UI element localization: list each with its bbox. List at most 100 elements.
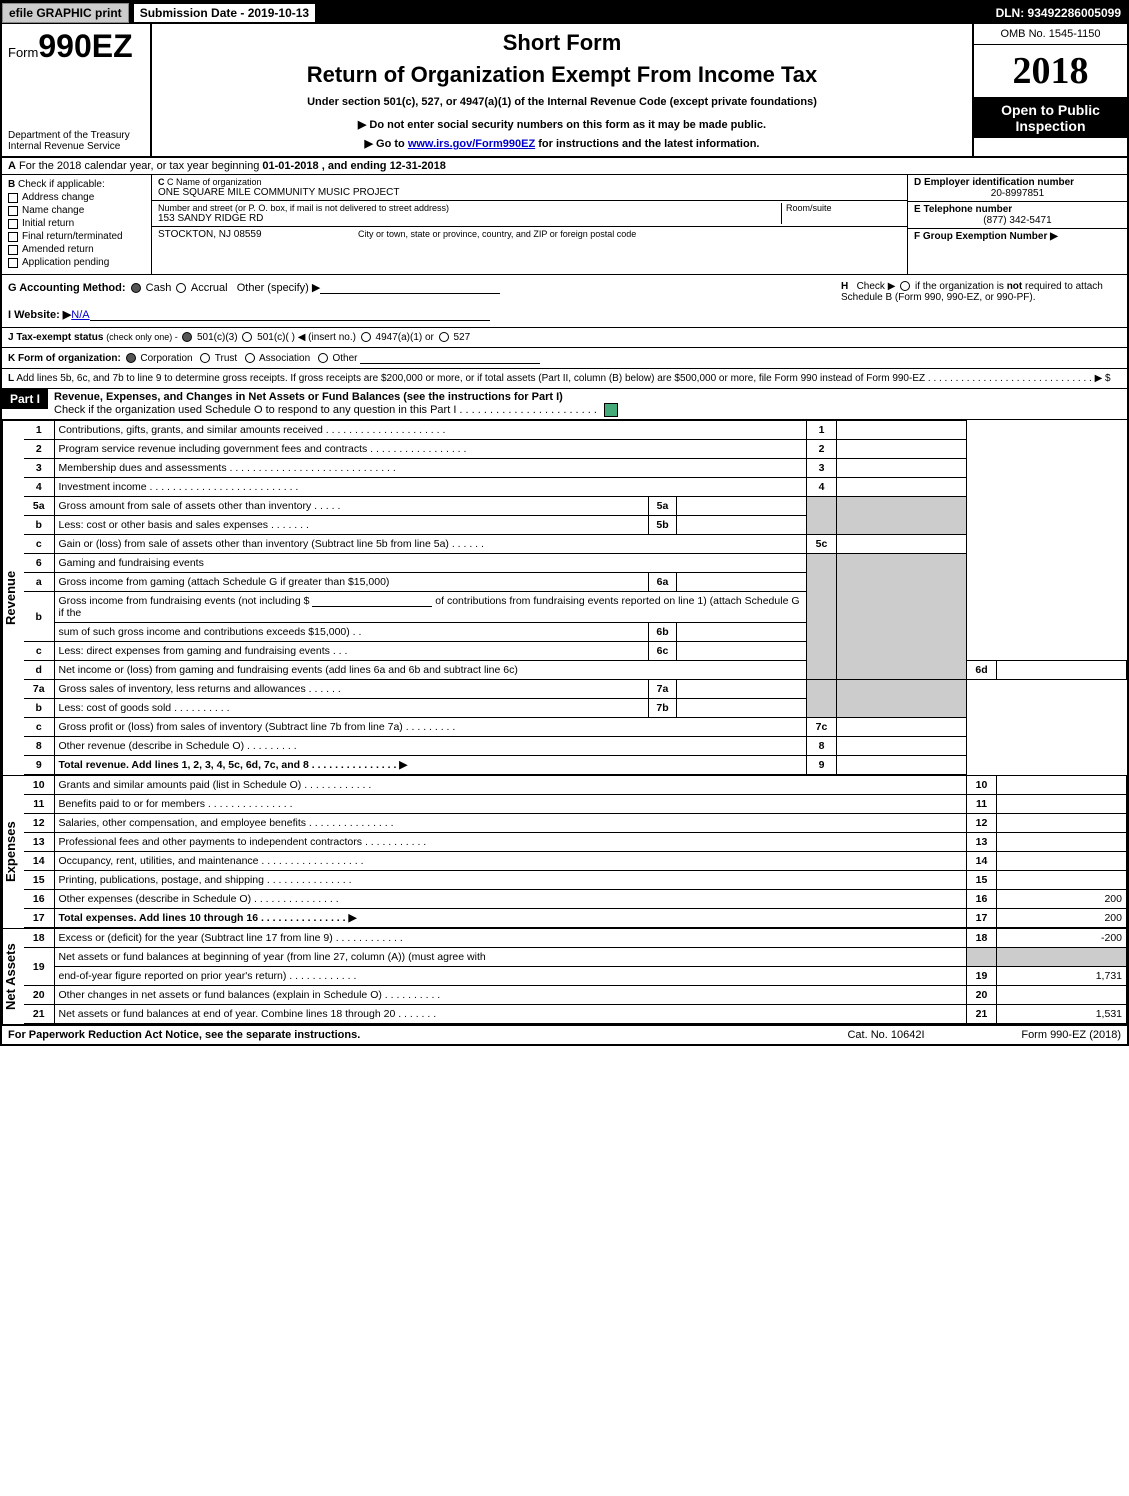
irs-form-link[interactable]: www.irs.gov/Form990EZ bbox=[408, 138, 535, 150]
return-title: Return of Organization Exempt From Incom… bbox=[160, 62, 964, 88]
goto-prefix: ▶ Go to bbox=[365, 138, 408, 150]
revenue-section: Revenue 1Contributions, gifts, grants, a… bbox=[2, 420, 1127, 775]
line-11-val bbox=[997, 795, 1127, 814]
line-5b-mval bbox=[677, 516, 807, 535]
top-bar: efile GRAPHIC print Submission Date - 20… bbox=[2, 2, 1127, 24]
h-text2: if the organization is bbox=[915, 281, 1007, 292]
line-21-num: 21 bbox=[24, 1005, 54, 1024]
line-4-rn: 4 bbox=[807, 478, 837, 497]
tax-year-begin: 01-01-2018 bbox=[262, 160, 318, 172]
line-6c-desc: Less: direct expenses from gaming and fu… bbox=[54, 642, 649, 661]
open-to-public-badge: Open to Public Inspection bbox=[974, 98, 1127, 138]
expenses-section: Expenses 10Grants and similar amounts pa… bbox=[2, 775, 1127, 928]
line-19-desc1: Net assets or fund balances at beginning… bbox=[54, 948, 967, 967]
under-section-text: Under section 501(c), 527, or 4947(a)(1)… bbox=[160, 96, 964, 108]
line-10-num: 10 bbox=[24, 776, 54, 795]
h-not: not bbox=[1007, 281, 1023, 292]
ein-value: 20-8997851 bbox=[914, 188, 1121, 199]
check-if-applicable: Check if applicable: bbox=[15, 179, 105, 190]
netassets-vertical-label: Net Assets bbox=[2, 928, 24, 1024]
paperwork-notice: For Paperwork Reduction Act Notice, see … bbox=[8, 1029, 811, 1041]
line-5c-num: c bbox=[24, 535, 54, 554]
do-not-enter-ssn: ▶ Do not enter social security numbers o… bbox=[160, 118, 964, 131]
line-3-rn: 3 bbox=[807, 459, 837, 478]
line-7b-desc: Less: cost of goods sold . . . . . . . .… bbox=[54, 699, 649, 718]
tax-year-end: 12-31-2018 bbox=[390, 160, 446, 172]
goto-instructions: ▶ Go to www.irs.gov/Form990EZ for instru… bbox=[160, 137, 964, 150]
header-center: Short Form Return of Organization Exempt… bbox=[152, 24, 972, 156]
line-15-num: 15 bbox=[24, 871, 54, 890]
line-15-val bbox=[997, 871, 1127, 890]
expenses-vertical-label: Expenses bbox=[2, 775, 24, 928]
line-14-val bbox=[997, 852, 1127, 871]
radio-association[interactable] bbox=[245, 353, 255, 363]
chk-name-change[interactable]: Name change bbox=[8, 205, 145, 216]
line-5c-val bbox=[837, 535, 967, 554]
line-17-val: 200 bbox=[997, 909, 1127, 928]
chk-final-return[interactable]: Final return/terminated bbox=[8, 231, 145, 242]
efile-print-button[interactable]: efile GRAPHIC print bbox=[2, 3, 129, 23]
dept-treasury: Department of the Treasury bbox=[8, 130, 144, 141]
chk-initial-return[interactable]: Initial return bbox=[8, 218, 145, 229]
irs-label: Internal Revenue Service bbox=[8, 141, 144, 152]
opt-association: Association bbox=[259, 353, 310, 364]
radio-corporation[interactable] bbox=[126, 353, 136, 363]
chk-application-pending[interactable]: Application pending bbox=[8, 257, 145, 268]
chk-address-change[interactable]: Address change bbox=[8, 192, 145, 203]
website-link[interactable]: N/A bbox=[71, 309, 89, 321]
section-a-tax-year: A For the 2018 calendar year, or tax yea… bbox=[2, 158, 1127, 175]
room-label: Room/suite bbox=[786, 203, 901, 213]
radio-501c[interactable] bbox=[242, 332, 252, 342]
radio-cash[interactable] bbox=[131, 283, 141, 293]
line-8-rn: 8 bbox=[807, 737, 837, 756]
line-10-rn: 10 bbox=[967, 776, 997, 795]
line-18-val: -200 bbox=[997, 929, 1127, 948]
section-c-org-info: C C Name of organization ONE SQUARE MILE… bbox=[152, 175, 907, 274]
radio-501c3[interactable] bbox=[182, 332, 192, 342]
f-group-label: F Group Exemption Number ▶ bbox=[914, 231, 1121, 242]
revenue-vertical-label: Revenue bbox=[2, 420, 24, 775]
line-3-num: 3 bbox=[24, 459, 54, 478]
part1-badge: Part I bbox=[2, 389, 48, 409]
line-6d-num: d bbox=[24, 661, 54, 680]
radio-accrual[interactable] bbox=[176, 283, 186, 293]
opt-501c: 501(c)( ) ◀ (insert no.) bbox=[257, 332, 356, 343]
line-6d-rn: 6d bbox=[967, 661, 997, 680]
c-name-label: C Name of organization bbox=[167, 177, 262, 187]
row-ghi: G Accounting Method: Cash Accrual Other … bbox=[2, 275, 1127, 328]
opt-527: 527 bbox=[453, 332, 470, 343]
netassets-table: 18Excess or (deficit) for the year (Subt… bbox=[24, 928, 1127, 1024]
l-text: Add lines 5b, 6c, and 7b to line 9 to de… bbox=[14, 373, 1111, 384]
line-3-desc: Membership dues and assessments . . . . … bbox=[54, 459, 807, 478]
line-9-val bbox=[837, 756, 967, 775]
line-20-rn: 20 bbox=[967, 986, 997, 1005]
i-website-label: I Website: ▶ bbox=[8, 309, 71, 321]
chk-amended-return[interactable]: Amended return bbox=[8, 244, 145, 255]
line-6b-desc1: Gross income from fundraising events (no… bbox=[54, 592, 807, 623]
line-20-val bbox=[997, 986, 1127, 1005]
line-10-desc: Grants and similar amounts paid (list in… bbox=[54, 776, 967, 795]
part1-check-text: Check if the organization used Schedule … bbox=[54, 404, 597, 416]
line-7b-mn: 7b bbox=[649, 699, 677, 718]
line-6c-num: c bbox=[24, 642, 54, 661]
line-8-val bbox=[837, 737, 967, 756]
line-13-desc: Professional fees and other payments to … bbox=[54, 833, 967, 852]
line-16-desc: Other expenses (describe in Schedule O) … bbox=[54, 890, 967, 909]
net-assets-section: Net Assets 18Excess or (deficit) for the… bbox=[2, 928, 1127, 1024]
line-15-desc: Printing, publications, postage, and shi… bbox=[54, 871, 967, 890]
omb-number: OMB No. 1545-1150 bbox=[974, 24, 1127, 45]
part1-schedule-o-checkbox[interactable] bbox=[604, 403, 618, 417]
radio-other-org[interactable] bbox=[318, 353, 328, 363]
line-6a-mval bbox=[677, 573, 807, 592]
radio-527[interactable] bbox=[439, 332, 449, 342]
radio-4947[interactable] bbox=[361, 332, 371, 342]
row-j-tax-exempt: J Tax-exempt status (check only one) - 5… bbox=[2, 328, 1127, 348]
line-2-num: 2 bbox=[24, 440, 54, 459]
line-5b-mn: 5b bbox=[649, 516, 677, 535]
radio-trust[interactable] bbox=[200, 353, 210, 363]
g-accounting-label: G Accounting Method: bbox=[8, 282, 126, 294]
line-6a-num: a bbox=[24, 573, 54, 592]
short-form-title: Short Form bbox=[160, 30, 964, 56]
label-a: A bbox=[8, 160, 16, 172]
radio-h-check[interactable] bbox=[900, 281, 910, 291]
